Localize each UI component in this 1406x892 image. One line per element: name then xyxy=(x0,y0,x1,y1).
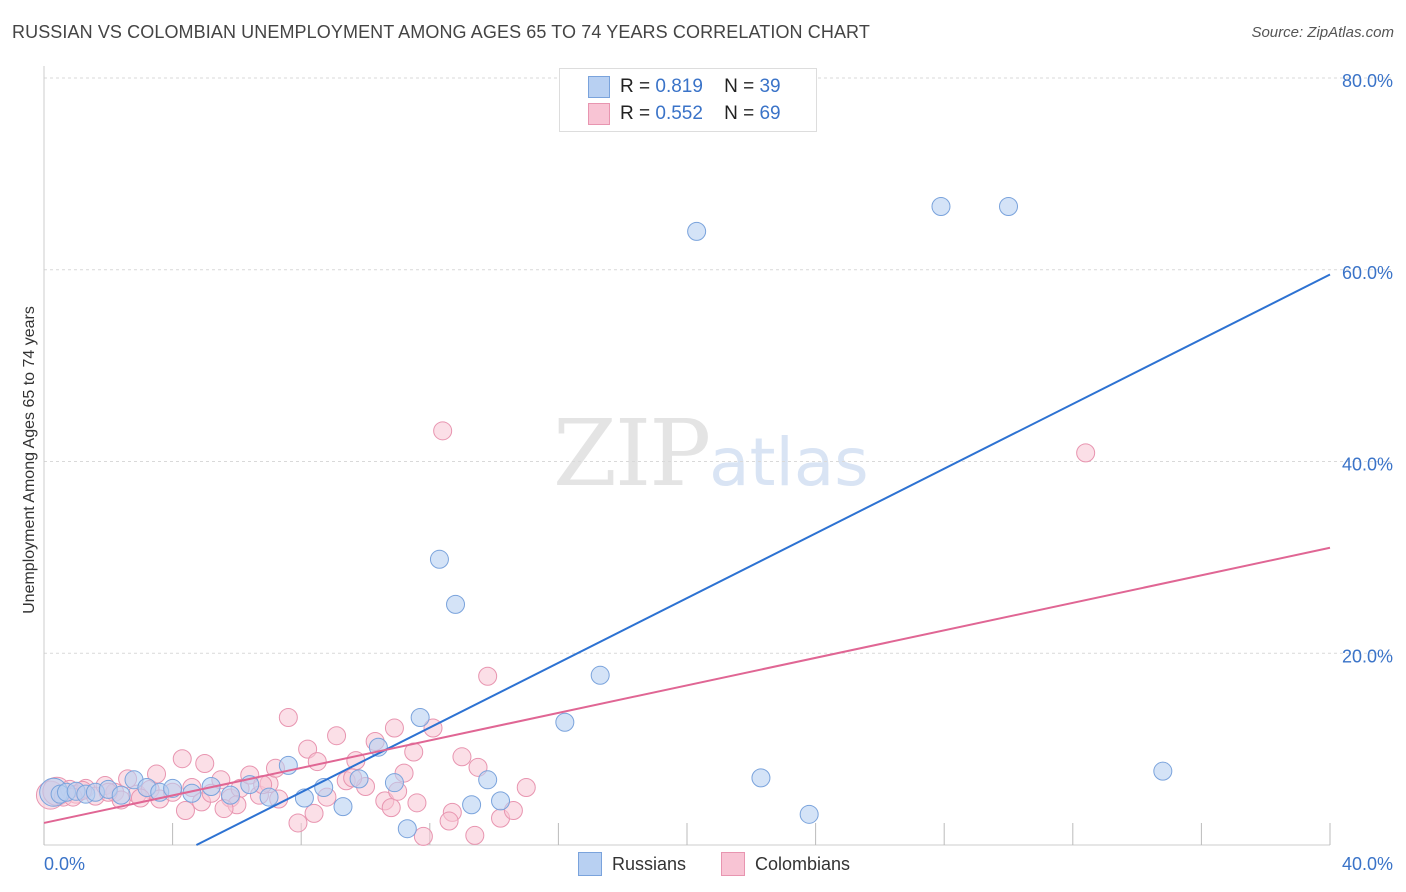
y-tick-label: 60.0% xyxy=(1342,263,1393,283)
point-colombians xyxy=(288,813,308,833)
point-russians xyxy=(333,797,353,817)
legend-swatch-colombians xyxy=(588,103,610,125)
point-russians xyxy=(111,785,131,805)
y-axis-label-wrap: Unemployment Among Ages 65 to 74 years xyxy=(18,80,42,840)
point-russians xyxy=(446,594,466,614)
point-colombians xyxy=(503,800,523,820)
watermark: ZIPatlas xyxy=(553,400,869,507)
legend-swatch-russians xyxy=(588,76,610,98)
point-colombians xyxy=(175,800,195,820)
trend-line-russians xyxy=(195,273,1331,846)
point-colombians xyxy=(304,803,324,823)
source-label: Source: ZipAtlas.com xyxy=(1251,24,1394,41)
point-russians xyxy=(384,773,404,793)
legend-row-colombians: R = 0.552 N = 69 xyxy=(620,101,781,127)
legend-label-colombians: Colombians xyxy=(755,853,851,874)
watermark-atlas: atlas xyxy=(709,424,869,501)
legend-row-russians: R = 0.819 N = 39 xyxy=(620,74,781,100)
axes xyxy=(43,66,1331,846)
point-russians xyxy=(349,769,369,789)
point-russians xyxy=(410,707,430,727)
legend-r-value: 0.819 xyxy=(655,76,703,97)
point-russians xyxy=(462,795,482,815)
legend-label-russians: Russians xyxy=(612,853,687,874)
trend-lines xyxy=(43,273,1331,846)
point-colombians xyxy=(381,798,401,818)
series-colombians-points xyxy=(35,421,1096,846)
y-tick-label: 40.0% xyxy=(1342,455,1393,475)
point-russians xyxy=(555,712,575,732)
point-colombians xyxy=(327,726,347,746)
y-tick-label: 20.0% xyxy=(1342,646,1393,666)
legend-n-value: 69 xyxy=(759,103,781,124)
point-russians xyxy=(163,778,183,798)
point-colombians xyxy=(1076,443,1096,463)
trend-line-colombians xyxy=(43,546,1331,824)
y-axis-label: Unemployment Among Ages 65 to 74 years xyxy=(21,306,39,614)
legend-r-label: R = xyxy=(620,76,651,97)
legend-r-label: R = xyxy=(620,103,651,124)
point-russians xyxy=(1153,761,1173,781)
series-russians-points xyxy=(39,196,1173,839)
y-tick-label: 80.0% xyxy=(1342,71,1393,91)
point-russians xyxy=(751,768,771,788)
legend-n-label: N = xyxy=(724,76,755,97)
point-russians xyxy=(220,785,240,805)
point-colombians xyxy=(407,793,427,813)
point-colombians xyxy=(307,752,327,772)
legend-colombians: Colombians xyxy=(721,850,850,878)
point-russians xyxy=(478,770,498,790)
x-tick-label: 0.0% xyxy=(44,854,85,874)
legend-r-value: 0.552 xyxy=(655,103,703,124)
point-russians xyxy=(590,665,610,685)
point-colombians xyxy=(172,749,192,769)
x-tick-label: 40.0% xyxy=(1342,854,1393,874)
point-russians xyxy=(999,196,1018,216)
point-russians xyxy=(687,221,707,241)
correlation-legend: R = 0.819 N = 39 R = 0.552 N = 69 xyxy=(559,68,817,132)
point-colombians xyxy=(439,811,459,831)
point-colombians xyxy=(413,826,433,846)
point-colombians xyxy=(452,747,472,767)
point-colombians xyxy=(516,777,536,797)
legend-swatch-colombians xyxy=(721,852,745,876)
point-russians xyxy=(397,819,417,839)
point-russians xyxy=(931,196,951,216)
legend-n-value: 39 xyxy=(759,76,781,97)
point-colombians xyxy=(278,707,298,727)
chart-title: RUSSIAN VS COLOMBIAN UNEMPLOYMENT AMONG … xyxy=(12,22,870,42)
point-russians xyxy=(259,787,279,807)
point-colombians xyxy=(465,825,485,845)
point-russians xyxy=(429,549,449,569)
watermark-zip: ZIP xyxy=(553,400,711,507)
legend-russians: Russians xyxy=(578,850,686,878)
legend-n-label: N = xyxy=(724,103,755,124)
grid-lines xyxy=(44,77,1392,654)
point-russians xyxy=(491,791,511,811)
tick-labels: 20.0% 40.0% 60.0% 80.0% 0.0% 40.0% xyxy=(44,71,1393,874)
point-colombians xyxy=(478,666,498,686)
point-colombians xyxy=(195,754,215,774)
legend-swatch-russians xyxy=(578,852,602,876)
point-russians xyxy=(799,804,819,824)
point-colombians xyxy=(147,764,167,784)
point-colombians xyxy=(384,718,404,738)
point-colombians xyxy=(433,421,453,441)
